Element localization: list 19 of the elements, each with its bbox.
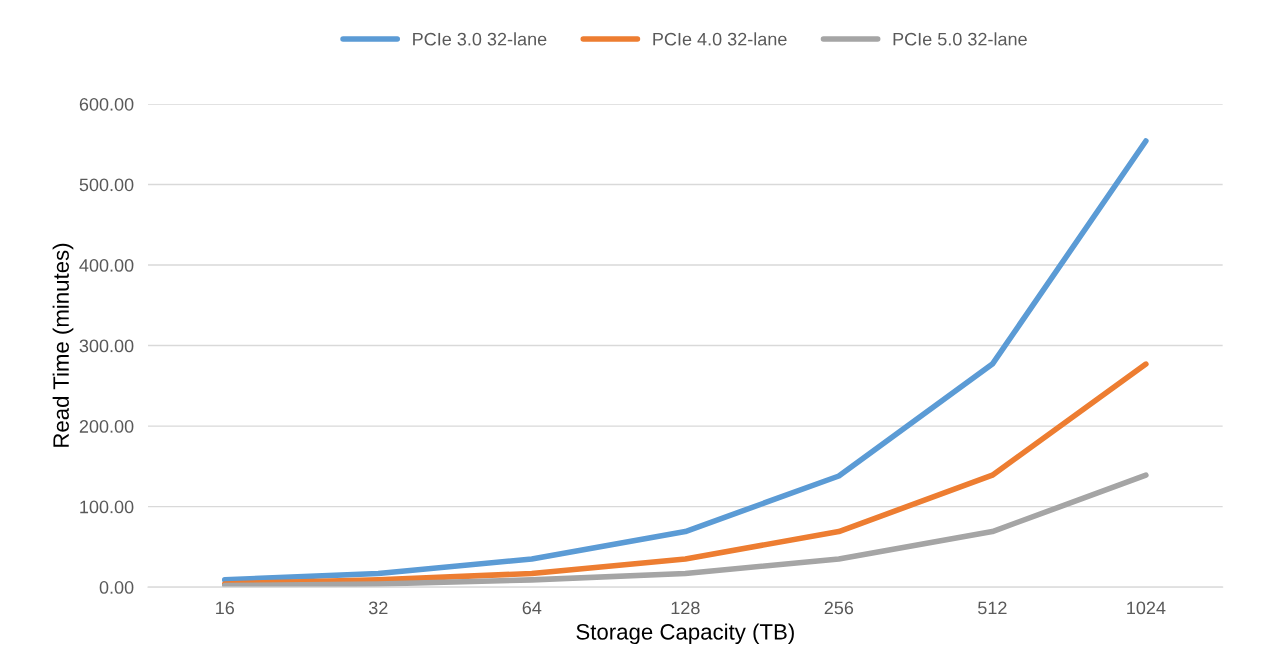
legend-label: PCIe 4.0 32-lane (653, 32, 787, 46)
legend-label: PCIe 3.0 32-lane (413, 32, 547, 46)
x-tick-label: 256 (824, 601, 854, 615)
x-tick-label: 16 (216, 601, 235, 615)
y-tick-label: 200.00 (79, 420, 134, 433)
legend-label: PCIe 5.0 32-lane (893, 32, 1027, 46)
y-tick-label: 100.00 (80, 500, 134, 514)
x-tick-label: 32 (368, 601, 388, 615)
x-tick-label: 128 (671, 601, 700, 615)
y-axis-title: Read Time (minutes) (52, 243, 74, 447)
y-tick-label: 0.00 (99, 581, 134, 594)
y-tick-label: 600.00 (79, 97, 134, 111)
x-tick-label: 512 (978, 601, 1007, 615)
y-tick-label: 300.00 (79, 339, 134, 353)
x-tick-label: 64 (522, 601, 542, 615)
y-tick-label: 500.00 (79, 178, 134, 192)
y-tick-label: 400.00 (79, 258, 134, 272)
x-tick-label: 1024 (1127, 601, 1166, 615)
x-axis-title: Storage Capacity (TB) (576, 623, 794, 645)
